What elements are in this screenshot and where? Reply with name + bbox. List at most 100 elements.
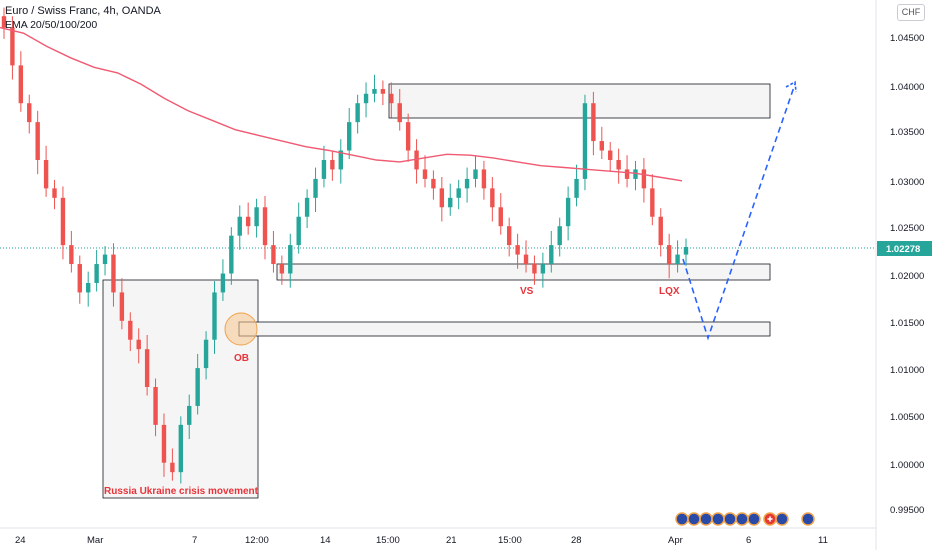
candle-body bbox=[431, 178, 436, 189]
candle-body bbox=[254, 207, 259, 227]
candle-body bbox=[464, 178, 470, 189]
candle-body bbox=[43, 159, 49, 189]
candle-body bbox=[490, 188, 495, 208]
candle-body bbox=[389, 93, 394, 104]
candle-body bbox=[178, 424, 184, 473]
candle-body bbox=[355, 103, 360, 123]
y-tick: 1.04500 bbox=[890, 33, 924, 44]
candle-body bbox=[448, 197, 453, 208]
ema-line bbox=[0, 26, 683, 182]
x-tick: 6 bbox=[746, 535, 751, 546]
candle-body bbox=[557, 226, 562, 246]
flag-eu-icon[interactable] bbox=[675, 512, 689, 526]
y-tick: 0.99500 bbox=[890, 505, 924, 516]
y-tick: 1.00000 bbox=[890, 460, 924, 471]
candle-body bbox=[195, 368, 200, 406]
candle-body bbox=[187, 405, 192, 425]
candle-body bbox=[18, 65, 24, 104]
candle-body bbox=[128, 320, 133, 340]
x-tick: Apr bbox=[668, 535, 683, 546]
candle-body bbox=[279, 264, 285, 274]
y-tick: 1.02000 bbox=[890, 271, 924, 282]
flag-eu-icon[interactable] bbox=[699, 512, 713, 526]
flag-eu-icon[interactable] bbox=[687, 512, 701, 526]
candle-body bbox=[304, 197, 310, 217]
annotation-vs: VS bbox=[520, 286, 534, 297]
candle-body bbox=[35, 122, 40, 160]
candle-body bbox=[574, 178, 579, 198]
candle-body bbox=[321, 159, 327, 179]
candle-body bbox=[397, 103, 402, 123]
y-tick: 1.02500 bbox=[890, 223, 924, 234]
candle-body bbox=[136, 339, 141, 350]
candle-body bbox=[565, 197, 571, 227]
ob-zone bbox=[238, 321, 771, 337]
candle-body bbox=[641, 169, 647, 189]
candle-body bbox=[229, 235, 234, 274]
x-tick: 28 bbox=[571, 535, 582, 546]
candle-body bbox=[220, 273, 226, 293]
candle-body bbox=[616, 159, 621, 170]
candle-body bbox=[675, 254, 680, 265]
candle-body bbox=[515, 245, 520, 255]
flag-eu-icon[interactable] bbox=[747, 512, 761, 526]
annotation-ob: OB bbox=[234, 353, 249, 364]
candle-body bbox=[271, 245, 276, 265]
current-price-badge bbox=[877, 241, 932, 256]
candle-body bbox=[338, 150, 343, 170]
annotation-lqx: LQX bbox=[659, 286, 680, 297]
candle-body bbox=[481, 169, 487, 189]
candle-body bbox=[650, 188, 655, 217]
y-tick: 1.03500 bbox=[890, 127, 924, 138]
price-axis[interactable] bbox=[876, 0, 932, 550]
ob-circle bbox=[224, 312, 258, 346]
y-tick: 1.04000 bbox=[890, 82, 924, 93]
flag-eu-icon[interactable] bbox=[735, 512, 749, 526]
candle-body bbox=[237, 216, 242, 236]
candle-body bbox=[203, 339, 209, 369]
candle-body bbox=[591, 103, 596, 142]
candle-body bbox=[102, 254, 108, 265]
candle-body bbox=[347, 122, 352, 151]
projection-arrowhead bbox=[785, 80, 797, 93]
candle-body bbox=[212, 292, 217, 340]
candle-body bbox=[144, 349, 150, 388]
x-tick: 12:00 bbox=[245, 535, 269, 546]
chart-title: Euro / Swiss Franc, 4h, OANDA bbox=[5, 5, 161, 17]
candle-body bbox=[549, 245, 554, 265]
candle-body bbox=[161, 424, 167, 463]
candles bbox=[1, 7, 689, 484]
candle-body bbox=[608, 150, 613, 160]
x-tick: 21 bbox=[446, 535, 457, 546]
flag-eu-icon[interactable] bbox=[711, 512, 725, 526]
candle-body bbox=[540, 264, 546, 274]
candle-body bbox=[119, 292, 125, 321]
x-tick: 15:00 bbox=[376, 535, 400, 546]
candle-body bbox=[380, 89, 386, 94]
flag-eu-icon[interactable] bbox=[775, 512, 789, 526]
indicator-legend[interactable]: EMA 20/50/100/200 bbox=[5, 19, 98, 31]
candle-body bbox=[111, 254, 116, 293]
current-price-text: 1.02278 bbox=[886, 244, 920, 255]
flag-eu-icon[interactable] bbox=[723, 512, 737, 526]
candle-body bbox=[422, 169, 428, 179]
x-tick: Mar bbox=[87, 535, 103, 546]
candle-body bbox=[170, 462, 175, 473]
currency-button[interactable]: CHF bbox=[897, 4, 925, 21]
candle-body bbox=[330, 159, 335, 170]
resistance-zone bbox=[388, 83, 771, 119]
candle-body bbox=[69, 245, 74, 265]
candle-body bbox=[262, 207, 268, 246]
candle-body bbox=[245, 216, 251, 227]
candle-body bbox=[27, 103, 32, 123]
candle-body bbox=[288, 245, 293, 274]
candle-body bbox=[60, 197, 66, 246]
x-tick: 24 bbox=[15, 535, 26, 546]
flag-eu-icon[interactable] bbox=[801, 512, 815, 526]
y-tick: 1.00500 bbox=[890, 412, 924, 423]
economic-events-row[interactable] bbox=[675, 512, 815, 526]
candle-body bbox=[296, 216, 301, 246]
candle-body bbox=[599, 141, 605, 151]
y-tick: 1.01500 bbox=[890, 318, 924, 329]
